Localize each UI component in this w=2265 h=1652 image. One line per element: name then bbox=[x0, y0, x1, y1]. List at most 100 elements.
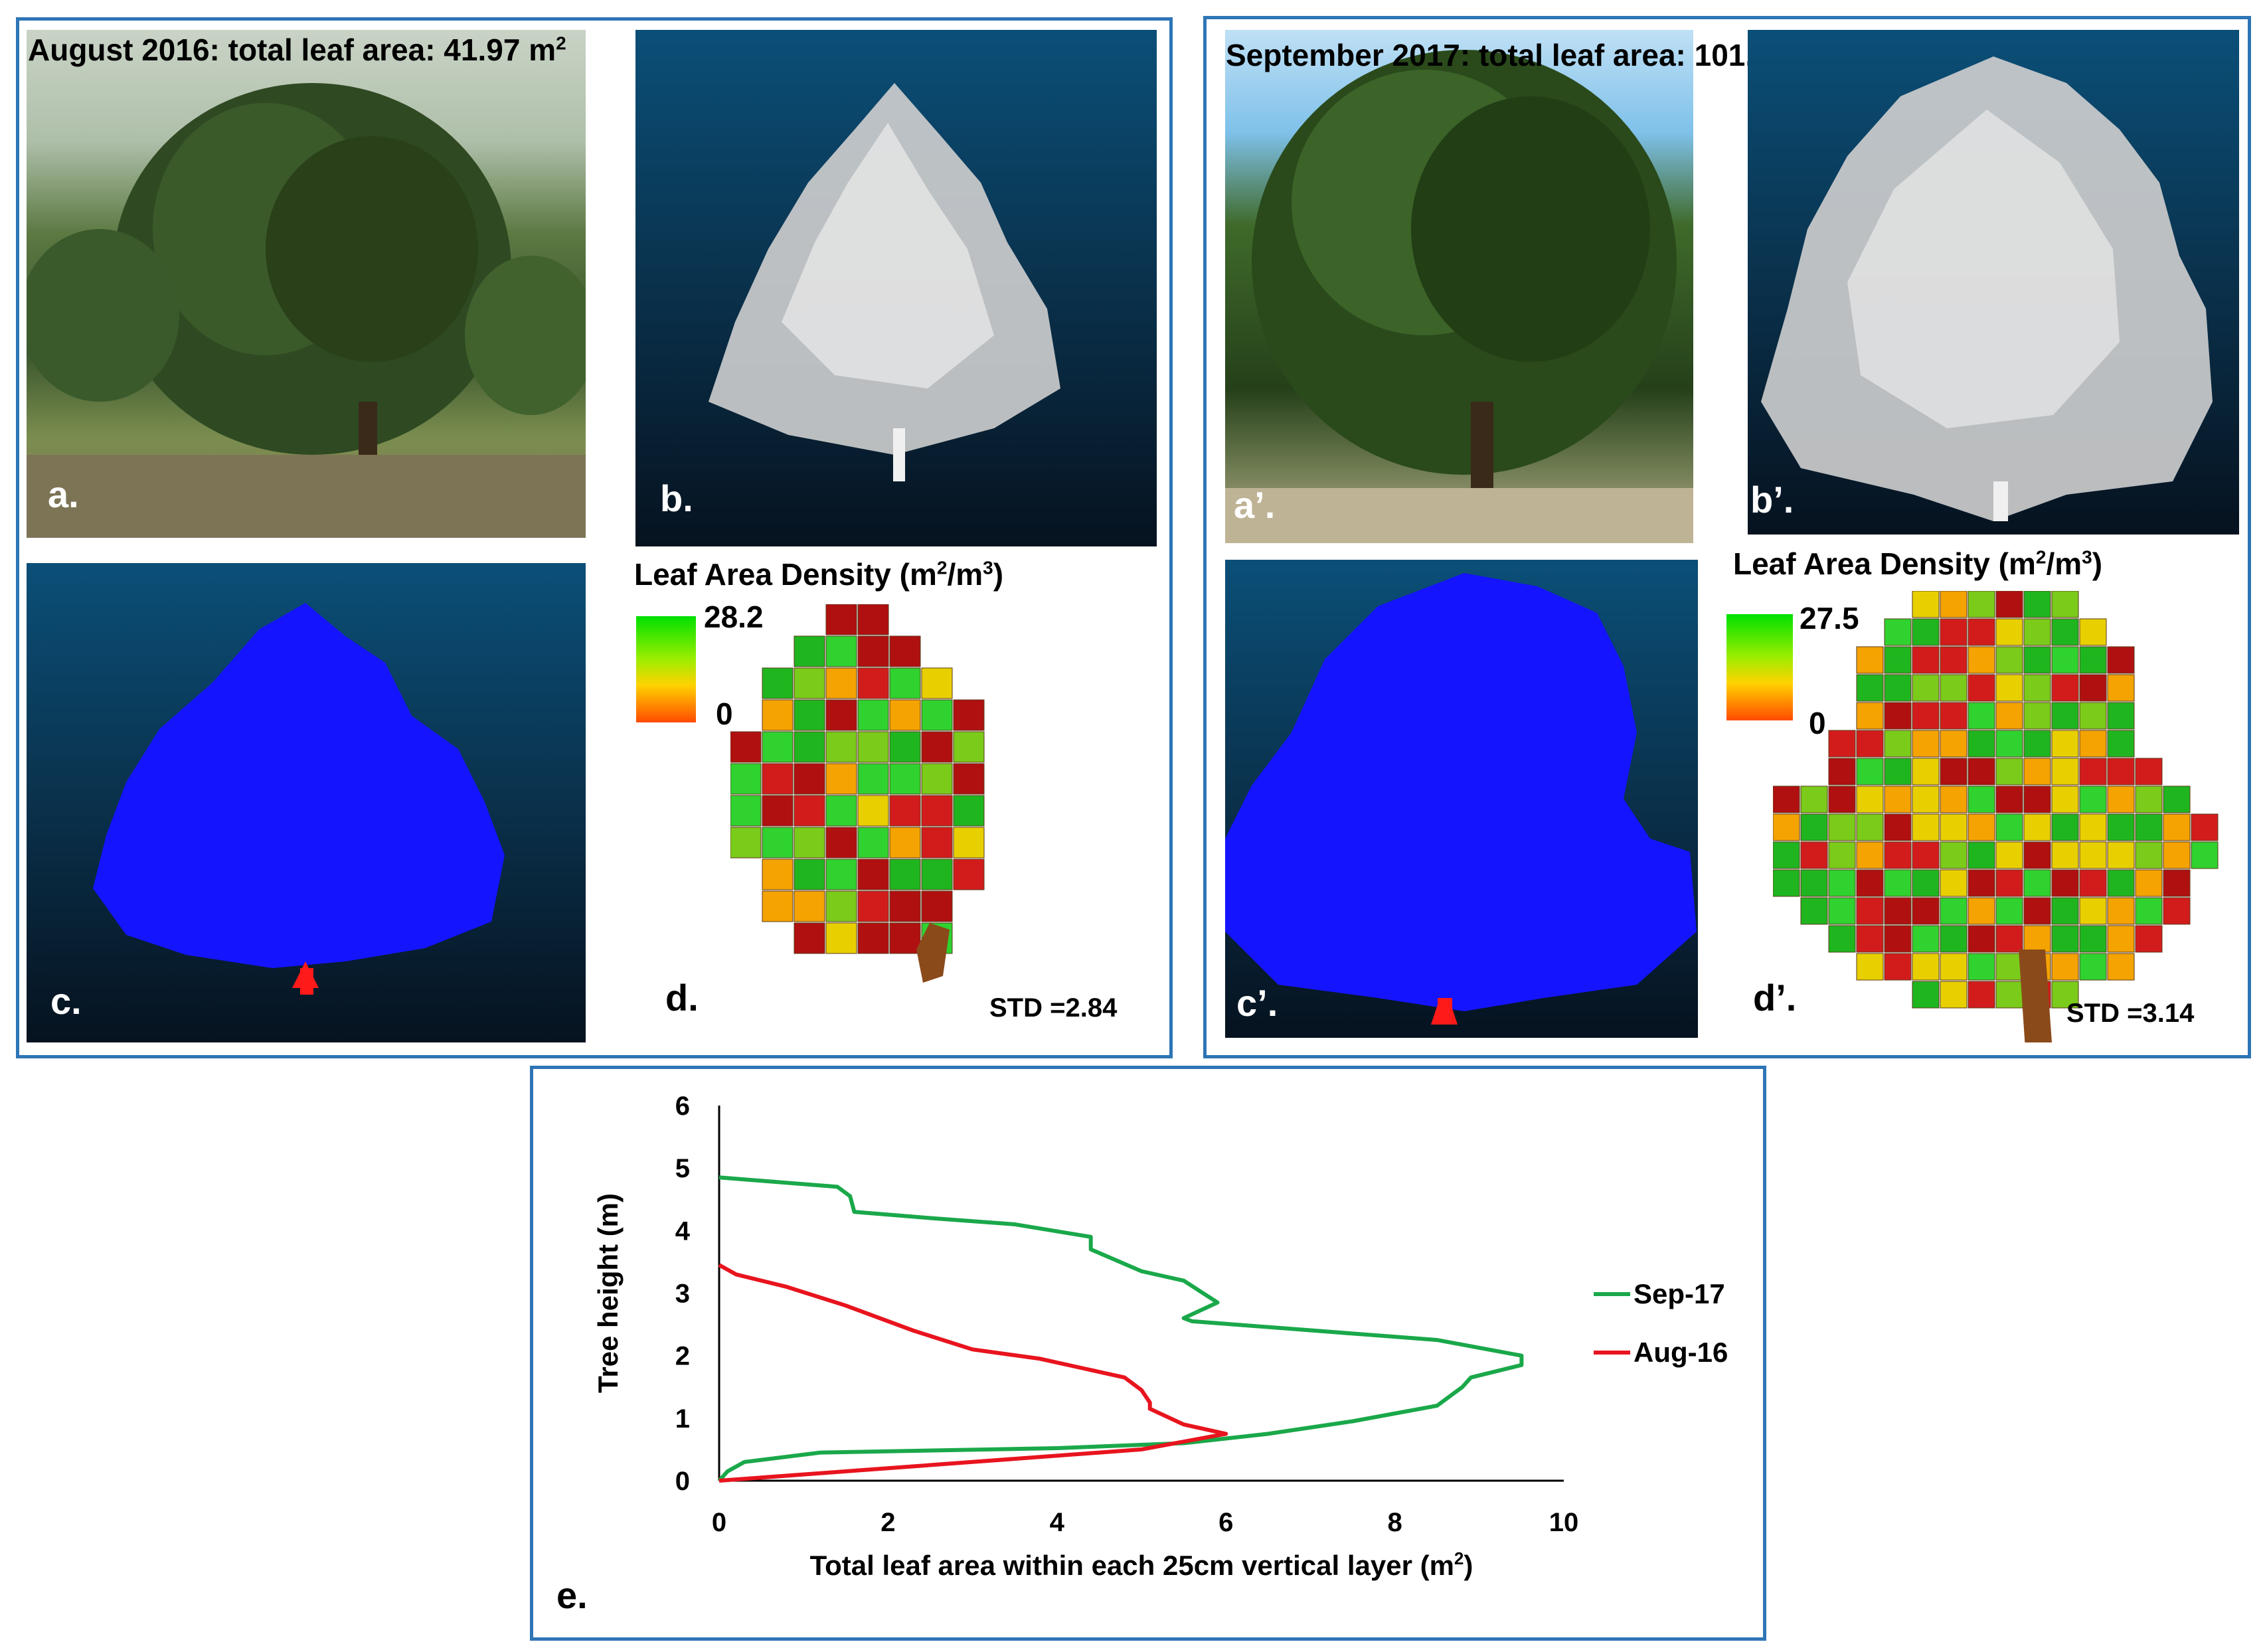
voxel bbox=[2079, 674, 2107, 702]
voxel bbox=[889, 922, 921, 954]
voxel bbox=[1968, 869, 1995, 897]
voxel bbox=[1856, 730, 1884, 758]
voxel bbox=[889, 859, 921, 890]
x-tick-label: 0 bbox=[712, 1508, 726, 1537]
voxel bbox=[921, 667, 953, 699]
y-tick-label: 4 bbox=[675, 1216, 691, 1246]
voxel bbox=[794, 731, 825, 763]
voxel bbox=[1828, 897, 1856, 925]
voxel bbox=[762, 827, 794, 859]
voxel bbox=[953, 859, 985, 890]
voxel bbox=[1800, 785, 1828, 813]
voxel bbox=[2163, 869, 2191, 897]
voxel bbox=[1912, 841, 1940, 869]
voxel bbox=[2079, 618, 2107, 646]
voxel bbox=[2079, 758, 2107, 785]
voxel bbox=[921, 890, 953, 922]
voxel bbox=[889, 635, 921, 667]
voxel bbox=[1800, 841, 1828, 869]
voxel bbox=[1968, 953, 1995, 981]
voxel bbox=[2023, 785, 2051, 813]
lidar-panel-b-prime bbox=[1748, 30, 2239, 535]
voxel bbox=[1995, 897, 2023, 925]
voxel bbox=[857, 667, 889, 699]
voxel bbox=[1773, 869, 1800, 897]
voxel bbox=[2079, 897, 2107, 925]
voxel bbox=[1995, 758, 2023, 785]
label-a: a. bbox=[48, 473, 79, 515]
series-line-sep-17 bbox=[717, 1175, 1524, 1483]
voxel bbox=[1940, 785, 1968, 813]
voxel bbox=[889, 699, 921, 731]
voxel bbox=[1995, 646, 2023, 674]
voxel bbox=[1940, 925, 1968, 953]
voxel bbox=[2051, 841, 2079, 869]
voxel bbox=[2023, 897, 2051, 925]
voxel bbox=[1940, 953, 1968, 981]
voxel bbox=[1884, 869, 1912, 897]
voxel bbox=[1940, 869, 1968, 897]
voxel bbox=[2023, 702, 2051, 730]
voxel bbox=[1940, 981, 1968, 1009]
voxel bbox=[1995, 925, 2023, 953]
voxel bbox=[825, 795, 857, 827]
voxel bbox=[2023, 758, 2051, 785]
voxel bbox=[1995, 702, 2023, 730]
voxel bbox=[2135, 925, 2163, 953]
voxel bbox=[857, 731, 889, 763]
voxel bbox=[1884, 646, 1912, 674]
voxel bbox=[730, 763, 762, 795]
voxel bbox=[1940, 841, 1968, 869]
voxel bbox=[2051, 897, 2079, 925]
y-tick-label: 6 bbox=[675, 1092, 690, 1121]
voxel bbox=[1968, 591, 1995, 618]
voxel bbox=[857, 827, 889, 859]
y-tick-label: 0 bbox=[675, 1467, 690, 1496]
voxel bbox=[2135, 869, 2163, 897]
voxel bbox=[2107, 897, 2135, 925]
label-d: d. bbox=[665, 977, 699, 1019]
voxel bbox=[1856, 925, 1884, 953]
left-colorbar-max: 28.2 bbox=[704, 600, 764, 634]
voxel bbox=[2107, 785, 2135, 813]
voxel bbox=[825, 890, 857, 922]
voxel bbox=[1968, 897, 1995, 925]
voxel bbox=[1884, 702, 1912, 730]
voxel bbox=[1968, 925, 1995, 953]
voxel bbox=[889, 795, 921, 827]
y-tick-label: 3 bbox=[675, 1280, 690, 1309]
x-axis-label: Total leaf area within each 25cm vertica… bbox=[810, 1548, 1473, 1581]
voxel bbox=[1800, 813, 1828, 841]
x-tick-label: 4 bbox=[1050, 1508, 1065, 1537]
voxel bbox=[1856, 702, 1884, 730]
voxel bbox=[1968, 813, 1995, 841]
voxel bbox=[2135, 758, 2163, 785]
voxel bbox=[1912, 674, 1940, 702]
voxel bbox=[2023, 813, 2051, 841]
voxel bbox=[1912, 702, 1940, 730]
voxel bbox=[825, 699, 857, 731]
voxel bbox=[730, 795, 762, 827]
voxel bbox=[1940, 618, 1968, 646]
voxel bbox=[2107, 758, 2135, 785]
voxel bbox=[1800, 897, 1828, 925]
photo-panel-a-prime bbox=[1225, 30, 1693, 543]
voxel-tree-d bbox=[730, 604, 985, 983]
voxel bbox=[1884, 953, 1912, 981]
voxel bbox=[2135, 841, 2163, 869]
voxel bbox=[762, 667, 794, 699]
voxel bbox=[2079, 785, 2107, 813]
voxel bbox=[2023, 591, 2051, 618]
voxel bbox=[825, 922, 857, 954]
y-axis-label: Tree height (m) bbox=[592, 1193, 624, 1393]
voxel bbox=[2051, 925, 2079, 953]
voxel bbox=[1912, 730, 1940, 758]
voxel bbox=[889, 731, 921, 763]
voxel bbox=[1995, 591, 2023, 618]
voxel bbox=[953, 795, 985, 827]
chart-frame bbox=[530, 1066, 1766, 1641]
voxel bbox=[825, 763, 857, 795]
voxel bbox=[2023, 841, 2051, 869]
voxel bbox=[1828, 813, 1856, 841]
